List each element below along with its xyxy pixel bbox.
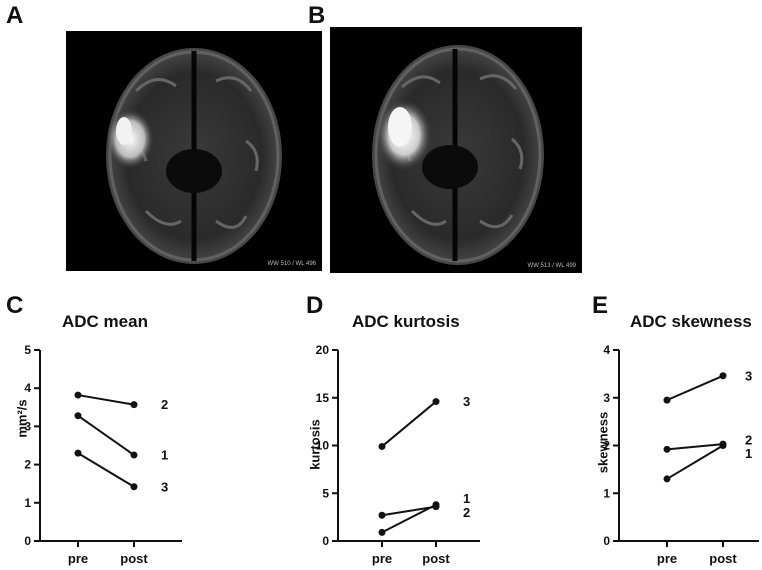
data-point-c-3-post [130,483,138,491]
series-line-d-2 [381,505,437,517]
series-label-c-1: 1 [161,448,168,463]
series-label-d-3: 3 [463,394,470,409]
data-point-c-3-pre [74,449,82,457]
y-tick-label-c: 4 [24,381,31,395]
y-tick-label-c: 1 [24,496,31,510]
y-tick-label-d: 0 [322,534,329,548]
chart-title-c: ADC mean [62,312,148,331]
y-tick-label-c: 5 [24,343,31,357]
mri-image-b: WW 513 / WL 499 [330,27,582,273]
data-point-e-2-pre [663,445,671,453]
y-tick-label-e: 1 [603,486,610,500]
panel-letter-e: E [592,292,609,319]
mri-image-a: WW 510 / WL 496 [66,31,322,271]
data-point-e-1-pre [663,475,671,483]
y-tick-label-e: 0 [603,534,610,548]
series-line-d-1 [381,503,437,534]
series-line-d-3 [381,400,437,448]
series-label-d-1: 1 [463,491,470,506]
window-level-overlay-a: WW 510 / WL 496 [267,261,316,267]
y-tick-label-d: 15 [316,391,330,405]
series-label-e-2: 2 [745,433,752,448]
panel-letter-d: D [306,292,324,319]
y-tick-label-e: 3 [603,391,610,405]
data-point-d-3-pre [378,442,386,450]
data-point-d-1-pre [378,528,386,536]
y-tick-label-d: 20 [316,343,330,357]
series-label-e-3: 3 [745,368,752,383]
series-line-c-2 [77,394,135,406]
panel-letter-a: A [6,2,24,29]
window-level-overlay-b: WW 513 / WL 499 [527,263,576,269]
y-tick-label-d: 10 [316,439,330,453]
x-tick-label-c: post [120,551,148,566]
data-point-c-1-pre [74,412,82,420]
data-point-e-3-post [719,372,727,380]
y-tick-label-c: 0 [24,534,31,548]
panel-letter-b: B [308,2,326,29]
chart-c: 0 1 2 3 4 5 pre post 1 2 3 [0,0,200,570]
data-point-d-2-pre [378,511,386,519]
x-tick-label-d: pre [372,551,392,566]
data-point-e-2-post [719,440,727,448]
x-tick-label-d: post [422,551,450,566]
data-point-d-3-post [432,398,440,406]
chart-d-svg: 0 5 10 15 20 pre post 12 3 [316,343,480,566]
series-line-e-2 [666,443,724,451]
data-point-d-2-post [432,503,440,511]
series-line-c-1 [77,414,135,456]
chart-title-d: ADC kurtosis [352,312,460,331]
series-line-e-3 [666,374,724,402]
series-label-e-1: 1 [745,446,752,461]
chart-c-svg: 0 1 2 3 4 5 pre post 1 2 3 [24,343,182,566]
series-label-c-2: 2 [161,397,168,412]
data-point-c-2-pre [74,391,82,399]
y-tick-label-e: 2 [603,439,610,453]
chart-title-e: ADC skewness [630,312,752,331]
series-label-c-3: 3 [161,479,168,494]
panel-letter-c: C [6,292,24,319]
series-line-c-3 [77,452,135,488]
y-tick-label-c: 3 [24,419,31,433]
y-tick-label-e: 4 [603,343,610,357]
data-point-e-3-pre [663,396,671,404]
x-tick-label-c: pre [68,551,88,566]
data-point-c-1-post [130,451,138,459]
data-point-c-2-post [130,401,138,409]
y-tick-label-c: 2 [24,458,31,472]
x-tick-label-e: pre [657,551,677,566]
x-tick-label-e: post [709,551,737,566]
series-line-e-1 [666,444,724,480]
chart-d: 0 5 10 15 20 pre post 1 2 3 [316,343,480,566]
series-label-d-2: 2 [463,505,470,520]
y-tick-label-d: 5 [322,486,329,500]
